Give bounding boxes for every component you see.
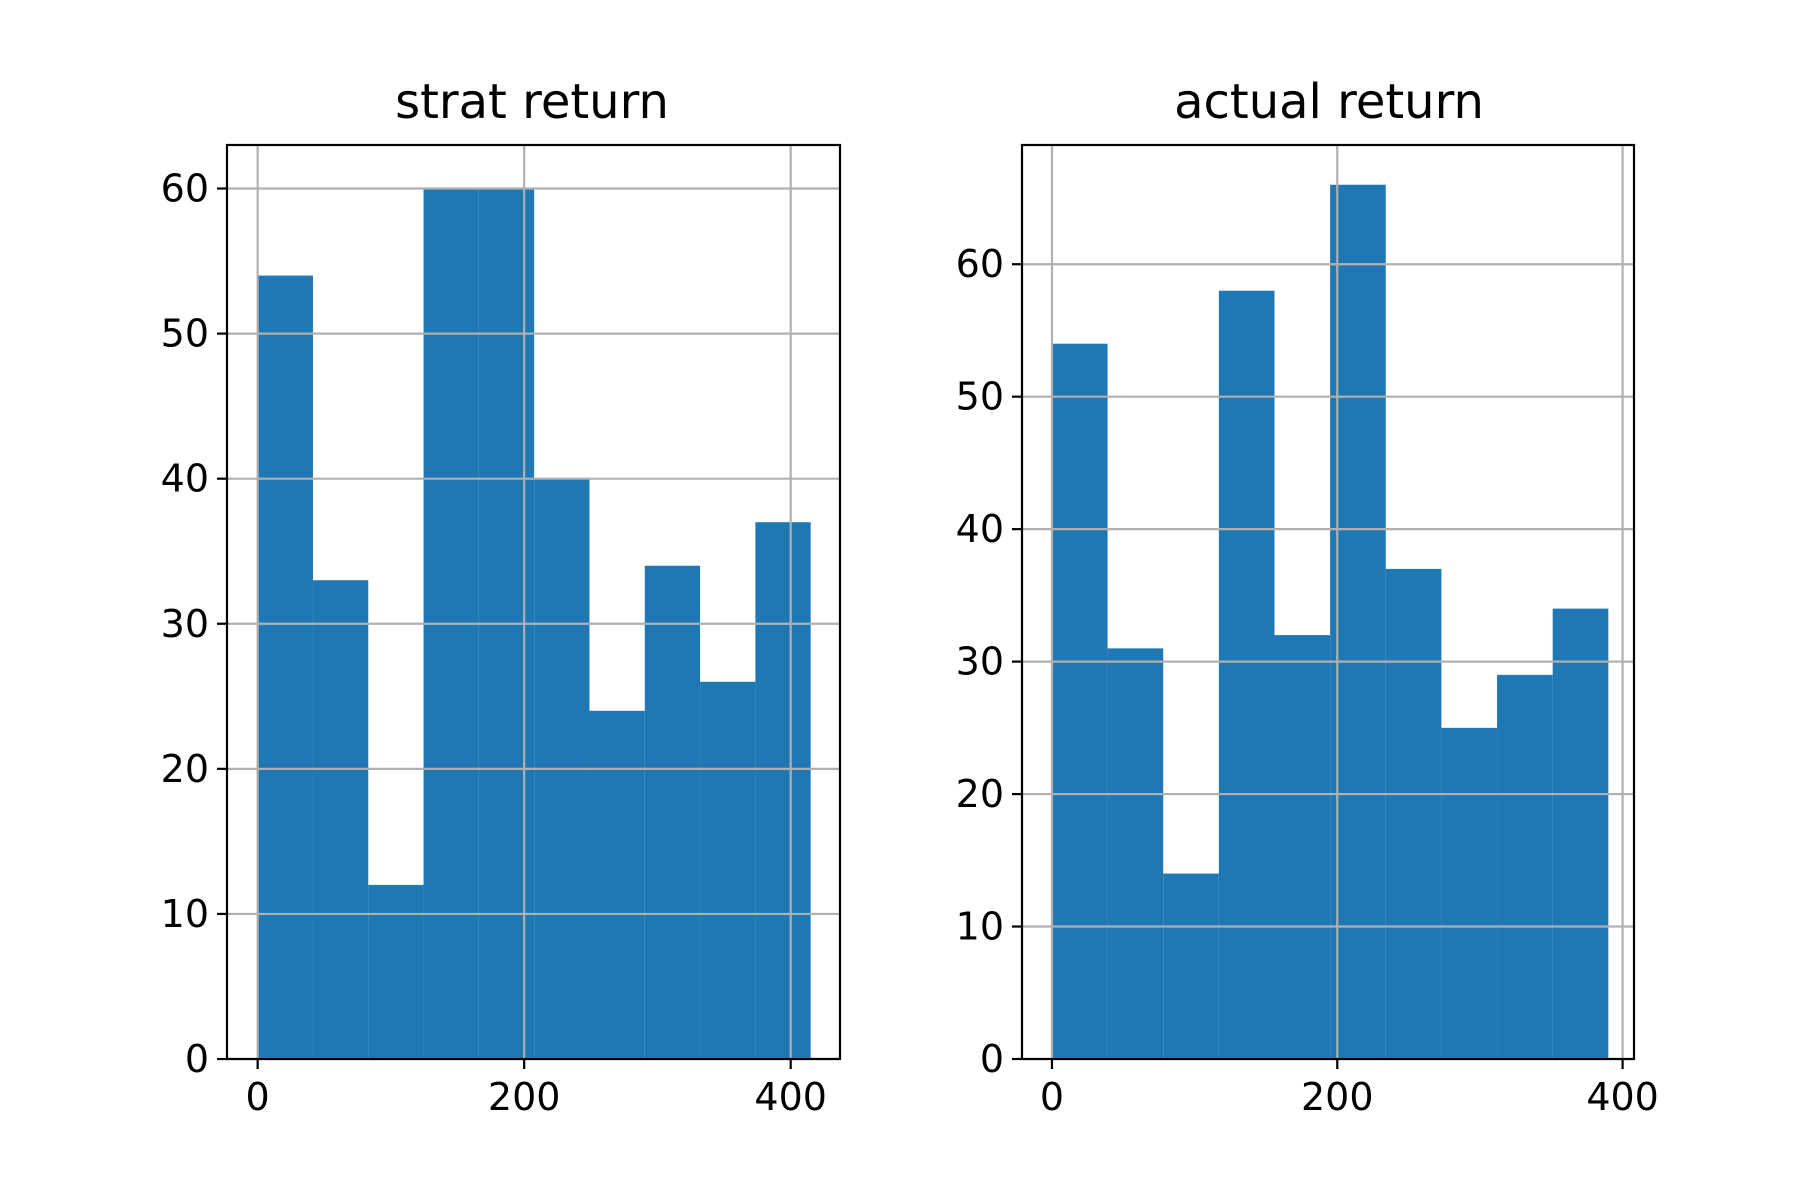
x-tick-label: 200	[1301, 1075, 1374, 1119]
histogram-bar	[1274, 635, 1331, 1059]
subplot-strat-return: strat return 0 200 400 0 10 20 30 40 50 60	[161, 74, 842, 1119]
histogram-bar	[589, 710, 645, 1059]
histogram-bar	[257, 275, 313, 1060]
y-tick-label: 0	[185, 1037, 209, 1081]
subplot-actual-return: actual return 0 200 400 0 10 20 30 40 50 60	[956, 74, 1659, 1119]
plot-area: 0 200 400 0 10 20 30 40 50 60	[956, 143, 1659, 1119]
histogram-bar	[1497, 674, 1553, 1059]
histogram-bar	[1552, 608, 1609, 1059]
histogram-bar	[1051, 343, 1108, 1059]
histogram-bar	[700, 681, 756, 1059]
y-tick-label: 40	[956, 507, 1004, 551]
histogram-bar	[644, 565, 701, 1059]
x-tick-label: 400	[1586, 1075, 1659, 1119]
y-tick-label: 30	[956, 640, 1004, 684]
chart-title: strat return	[395, 74, 669, 130]
histogram-bar	[1107, 648, 1164, 1059]
histogram-bar	[1330, 184, 1386, 1059]
histogram-bar	[312, 580, 369, 1059]
histogram-bar	[1441, 727, 1498, 1059]
x-tick-label: 0	[1040, 1075, 1064, 1119]
histogram-bar	[1385, 568, 1442, 1059]
x-tick-label: 400	[754, 1075, 827, 1119]
y-tick-label: 20	[956, 772, 1004, 816]
chart-title: actual return	[1174, 74, 1484, 130]
y-tick-label: 60	[956, 242, 1004, 286]
y-tick-label: 20	[161, 747, 209, 791]
y-tick-label: 50	[956, 375, 1004, 419]
y-tick-label: 60	[161, 167, 209, 211]
axes-frame	[225, 143, 842, 1061]
y-tick-label: 10	[956, 905, 1004, 949]
x-tick-label: 0	[246, 1075, 270, 1119]
histogram-bar	[1163, 873, 1219, 1059]
histogram-bar	[1218, 290, 1275, 1059]
y-tick-label: 40	[161, 457, 209, 501]
y-tick-label: 10	[161, 892, 209, 936]
plot-area: 0 200 400 0 10 20 30 40 50 60	[161, 143, 842, 1119]
x-tick-label: 200	[488, 1075, 561, 1119]
histogram-bar	[368, 884, 424, 1059]
y-tick-label: 50	[161, 312, 209, 356]
axes-frame	[1020, 143, 1636, 1061]
y-tick-label: 30	[161, 602, 209, 646]
y-tick-label: 0	[980, 1037, 1004, 1081]
histogram-bar	[755, 522, 811, 1059]
